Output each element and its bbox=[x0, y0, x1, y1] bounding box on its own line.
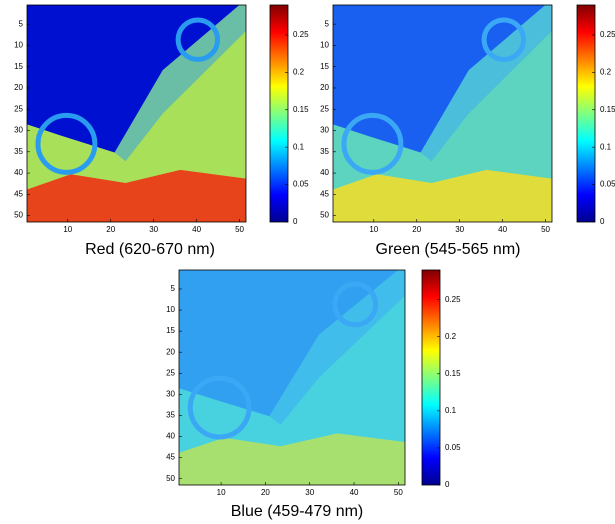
colorbar-tick-label: 0 bbox=[600, 217, 605, 226]
colorbar-tick-label: 0.25 bbox=[600, 30, 615, 39]
caption: Blue (459-479 nm) bbox=[231, 503, 364, 520]
colorbar-tick-label: 0.25 bbox=[445, 295, 461, 304]
y-tick-label: 5 bbox=[171, 284, 176, 293]
colorbar-tick-label: 0.2 bbox=[600, 67, 612, 76]
image-ring bbox=[332, 281, 379, 328]
colorbar-tick-label: 0.25 bbox=[293, 30, 309, 39]
y-tick-label: 5 bbox=[325, 19, 330, 28]
image-region-mid bbox=[269, 270, 405, 425]
y-tick-label: 20 bbox=[320, 83, 329, 92]
colorbar-tick-label: 0.05 bbox=[293, 180, 309, 189]
colorbar bbox=[421, 269, 441, 486]
colorbar-tick-label: 0.05 bbox=[600, 180, 615, 189]
colorbar-tick-label: 0.15 bbox=[445, 369, 461, 378]
y-tick-label: 40 bbox=[320, 168, 329, 177]
y-tick-label: 30 bbox=[14, 126, 23, 135]
y-tick-label: 15 bbox=[166, 326, 175, 335]
colorbar-tick-label: 0 bbox=[293, 217, 298, 226]
y-tick-label: 15 bbox=[320, 62, 329, 71]
x-tick-label: 10 bbox=[369, 225, 378, 234]
axes-frame bbox=[332, 4, 553, 223]
y-tick-label: 10 bbox=[166, 305, 175, 314]
x-tick-label: 50 bbox=[235, 225, 244, 234]
image-region-mid bbox=[420, 5, 552, 162]
x-tick-label: 30 bbox=[455, 225, 464, 234]
image-region-bottom bbox=[27, 169, 246, 222]
colorbar-tick-label: 0.15 bbox=[293, 105, 309, 114]
image-region-mid bbox=[114, 5, 246, 162]
y-tick-label: 45 bbox=[166, 453, 175, 462]
caption: Green (545-565 nm) bbox=[376, 241, 521, 258]
y-tick-label: 20 bbox=[166, 347, 175, 356]
x-tick-label: 20 bbox=[106, 225, 115, 234]
y-tick-label: 35 bbox=[14, 147, 23, 156]
y-tick-label: 5 bbox=[19, 19, 24, 28]
y-tick-label: 35 bbox=[166, 411, 175, 420]
y-tick-label: 30 bbox=[166, 389, 175, 398]
y-tick-label: 20 bbox=[14, 83, 23, 92]
x-tick-label: 10 bbox=[63, 225, 72, 234]
y-tick-label: 50 bbox=[14, 211, 23, 220]
image-region-dark bbox=[27, 5, 240, 153]
caption: Red (620-670 nm) bbox=[85, 241, 215, 258]
y-tick-label: 50 bbox=[166, 474, 175, 483]
x-tick-label: 50 bbox=[394, 488, 403, 497]
image-ring bbox=[481, 17, 527, 62]
image-ring bbox=[175, 17, 221, 62]
x-tick-label: 20 bbox=[261, 488, 270, 497]
image-region-bottom bbox=[333, 169, 552, 222]
y-tick-label: 25 bbox=[14, 104, 23, 113]
y-tick-label: 45 bbox=[14, 189, 23, 198]
y-tick-label: 45 bbox=[320, 189, 329, 198]
x-tick-label: 30 bbox=[149, 225, 158, 234]
image-ring bbox=[35, 112, 98, 175]
axes-frame bbox=[178, 269, 406, 486]
colorbar-tick-label: 0.05 bbox=[445, 443, 461, 452]
colorbar-tick-label: 0 bbox=[445, 480, 450, 489]
image-region-dark bbox=[333, 5, 546, 153]
x-tick-label: 10 bbox=[217, 488, 226, 497]
y-tick-label: 10 bbox=[14, 41, 23, 50]
x-tick-label: 30 bbox=[305, 488, 314, 497]
colorbar bbox=[269, 4, 289, 223]
x-tick-label: 40 bbox=[498, 225, 507, 234]
x-tick-label: 20 bbox=[412, 225, 421, 234]
colorbar-tick-label: 0.1 bbox=[293, 142, 305, 151]
image-ring bbox=[341, 112, 404, 175]
colorbar bbox=[576, 4, 596, 223]
colorbar-tick-label: 0.2 bbox=[293, 67, 305, 76]
y-tick-label: 30 bbox=[320, 126, 329, 135]
y-tick-label: 40 bbox=[166, 432, 175, 441]
y-tick-label: 40 bbox=[14, 168, 23, 177]
colorbar-tick-label: 0.1 bbox=[600, 142, 612, 151]
colorbar-tick-label: 0.2 bbox=[445, 332, 457, 341]
image-ring bbox=[187, 375, 252, 440]
y-tick-label: 25 bbox=[320, 104, 329, 113]
colorbar-tick-label: 0.1 bbox=[445, 406, 457, 415]
y-tick-label: 50 bbox=[320, 211, 329, 220]
axes-frame bbox=[26, 4, 247, 223]
image-region-bottom bbox=[179, 433, 405, 485]
colorbar-tick-label: 0.15 bbox=[600, 105, 615, 114]
x-tick-label: 40 bbox=[350, 488, 359, 497]
y-tick-label: 10 bbox=[320, 41, 329, 50]
x-tick-label: 40 bbox=[192, 225, 201, 234]
y-tick-label: 15 bbox=[14, 62, 23, 71]
x-tick-label: 50 bbox=[541, 225, 550, 234]
y-tick-label: 35 bbox=[320, 147, 329, 156]
y-tick-label: 25 bbox=[166, 368, 175, 377]
